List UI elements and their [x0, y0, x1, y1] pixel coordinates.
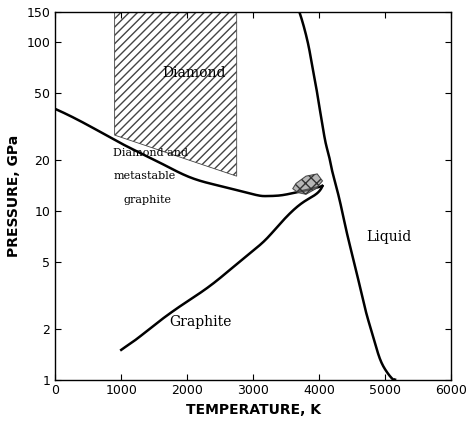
X-axis label: TEMPERATURE, K: TEMPERATURE, K [186, 403, 321, 417]
Text: Diamond: Diamond [162, 66, 226, 80]
Polygon shape [293, 174, 322, 194]
Text: graphite: graphite [124, 195, 172, 205]
Text: Graphite: Graphite [169, 315, 232, 329]
Text: Diamond and: Diamond and [113, 148, 188, 158]
Text: Liquid: Liquid [366, 230, 411, 244]
Y-axis label: PRESSURE, GPa: PRESSURE, GPa [7, 135, 21, 257]
Text: metastable: metastable [113, 171, 175, 181]
